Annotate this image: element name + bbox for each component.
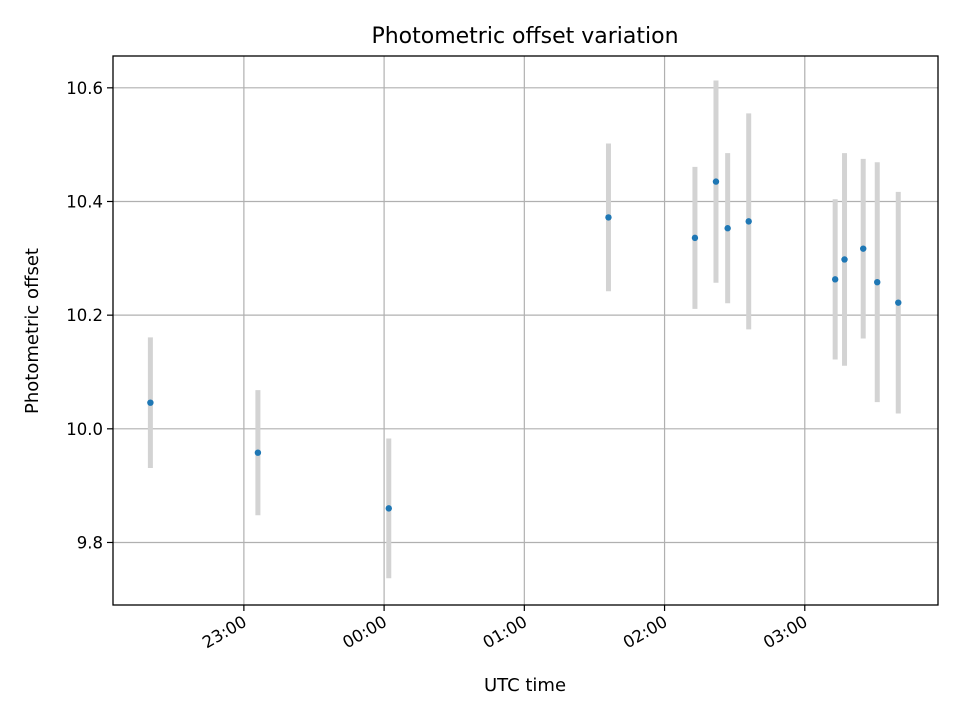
data-points — [147, 178, 902, 512]
chart-title: Photometric offset variation — [371, 24, 678, 49]
data-point — [841, 256, 848, 263]
y-tick-label: 10.2 — [66, 306, 103, 325]
data-point — [745, 218, 752, 225]
data-point — [605, 214, 612, 221]
data-point — [831, 276, 839, 283]
data-point — [712, 178, 720, 185]
data-point — [874, 278, 881, 286]
y-tick-label: 10.0 — [66, 420, 103, 439]
y-tick-label: 10.6 — [66, 79, 103, 98]
y-axis-label: Photometric offset — [22, 248, 43, 414]
data-point — [860, 245, 867, 252]
data-point — [724, 225, 731, 232]
data-point — [895, 299, 902, 306]
y-tick-label: 9.8 — [77, 533, 103, 552]
data-point — [254, 449, 262, 456]
y-axis-ticks: 9.8 10.0 10.2 10.4 10.6 — [66, 79, 113, 552]
x-axis-label: UTC time — [484, 675, 566, 696]
data-point — [147, 399, 154, 406]
data-point — [691, 234, 699, 242]
plot-frame — [112, 55, 939, 606]
grid — [113, 56, 938, 605]
y-tick-label: 10.4 — [66, 192, 103, 211]
data-point — [385, 505, 392, 512]
